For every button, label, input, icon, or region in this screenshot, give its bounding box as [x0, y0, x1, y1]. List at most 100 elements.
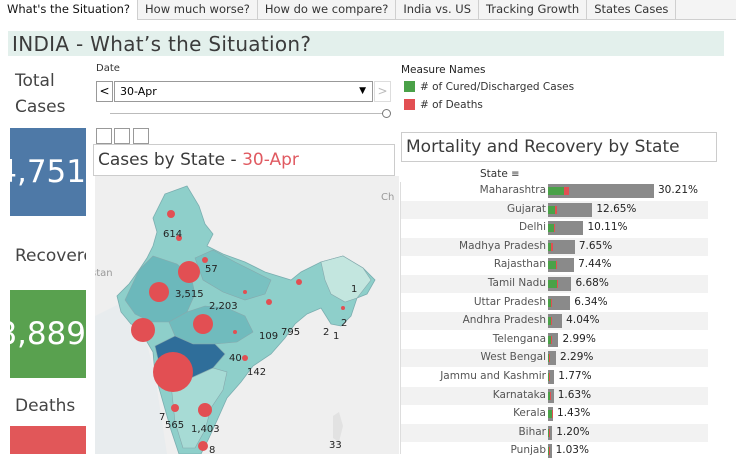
bar-cured-mark: [548, 205, 555, 214]
bar-row[interactable]: Jammu and Kashmir 1.77%: [401, 368, 708, 386]
bar-deaths-mark: [551, 317, 552, 326]
map-bubble: [233, 330, 237, 334]
bar-deaths-mark: [549, 428, 550, 437]
map-label: 1: [351, 284, 357, 295]
india-map[interactable]: 614 57 3,515 2,203 1 109 795 2 2 1 40 14…: [95, 176, 399, 454]
bar-row-state-name: West Bengal: [480, 351, 547, 364]
map-label: 40: [229, 353, 242, 364]
bar-mark: [548, 351, 557, 366]
bar-row[interactable]: Tamil Nadu 6.68%: [401, 275, 708, 293]
legend-label-deaths: # of Deaths: [420, 99, 483, 111]
bar-mark: [548, 221, 584, 236]
tab-india-vs-us[interactable]: India vs. US: [396, 0, 480, 19]
bar-total-mark: [548, 239, 575, 254]
map-water-edge: [95, 296, 167, 454]
bar-row-state-name: Bihar: [518, 425, 546, 438]
bar-cured-mark: [548, 428, 549, 437]
legend-swatch-deaths: [404, 99, 415, 110]
bar-row-state-name: Karnataka: [492, 388, 546, 401]
legend-item-deaths[interactable]: # of Deaths: [404, 99, 483, 111]
bar-row[interactable]: Bihar 1.20%: [401, 423, 708, 442]
bar-row[interactable]: Karnataka 1.63%: [401, 386, 708, 405]
map-label: 1,403: [191, 424, 220, 435]
map-bubble: [167, 210, 175, 218]
chart-divider: [400, 182, 401, 454]
bar-row-state-name: Tamil Nadu: [487, 277, 546, 289]
date-slider-track[interactable]: [110, 113, 386, 114]
bar-row[interactable]: Maharashtra 30.21%: [401, 182, 708, 200]
bar-total-mark: [548, 444, 552, 459]
bar-total-mark: [548, 295, 571, 310]
playback-back-button[interactable]: [96, 128, 112, 144]
legend-item-cured[interactable]: # of Cured/Discharged Cases: [404, 81, 574, 93]
legend-title: Measure Names: [401, 64, 486, 76]
bar-row-state-name: Kerala: [513, 407, 546, 420]
map-label: 2: [341, 318, 347, 329]
map-bubble: [202, 257, 208, 263]
bar-deaths-mark: [551, 335, 552, 344]
bar-data-label: 1.03%: [555, 444, 589, 457]
bar-data-label: 6.34%: [574, 295, 608, 308]
kpi-total-label-2: Cases: [15, 97, 66, 117]
kpi-total-cases-box: 34,751: [10, 128, 86, 216]
bar-row[interactable]: Punjab 1.03%: [401, 442, 708, 460]
bar-row[interactable]: Madhya Pradesh 7.65%: [401, 237, 708, 256]
map-label: 7: [159, 412, 165, 423]
map-label: 57: [205, 264, 218, 275]
map-sri-lanka: [333, 412, 343, 442]
bar-chart-title-text: Mortality and Recovery by State: [406, 137, 680, 157]
playback-pause-button[interactable]: [114, 128, 130, 144]
bar-deaths-mark: [551, 242, 553, 251]
bar-total-mark: [548, 332, 559, 347]
bar-mark: [548, 277, 572, 291]
tab-whats-the-situation[interactable]: What's the Situation?: [0, 0, 139, 20]
bar-mark: [548, 258, 575, 273]
map-bubble: [266, 299, 272, 305]
bar-row-state-name: Uttar Pradesh: [473, 295, 546, 308]
date-dropdown[interactable]: 30-Apr ▼: [114, 81, 373, 102]
map-bubble: [296, 279, 302, 285]
title-bar: INDIA - What’s the Situation?: [8, 31, 724, 56]
date-slider-handle[interactable]: [382, 109, 391, 118]
tab-tracking-growth[interactable]: Tracking Growth: [479, 0, 588, 19]
bar-row-state-name: Andhra Pradesh: [462, 314, 546, 327]
bar-row[interactable]: West Bengal 2.29%: [401, 349, 708, 368]
bar-row[interactable]: Andhra Pradesh 4.04%: [401, 312, 708, 331]
map-label: 565: [165, 420, 184, 431]
date-filter-label: Date: [96, 63, 120, 74]
playback-forward-button[interactable]: [133, 128, 149, 144]
map-bubble: [242, 355, 248, 361]
map-label: stan: [95, 268, 113, 279]
bar-total-mark: [548, 221, 584, 236]
bar-cured-mark: [548, 280, 558, 288]
bar-data-label: 2.99%: [562, 332, 596, 345]
map-label: 795: [281, 327, 300, 338]
map-label: 109: [259, 331, 278, 342]
bar-deaths-mark: [549, 447, 550, 456]
bar-mark: [548, 407, 554, 422]
bar-cured-mark: [548, 447, 549, 456]
state-column-header[interactable]: State ≡: [480, 168, 520, 180]
sort-icon[interactable]: ≡: [511, 169, 520, 180]
state-column-header-label: State: [480, 168, 508, 180]
date-prev-button[interactable]: <: [96, 81, 113, 102]
bar-total-mark: [548, 184, 654, 198]
date-next-button[interactable]: >: [374, 81, 391, 102]
bar-deaths-mark: [553, 224, 555, 233]
tab-how-much-worse[interactable]: How much worse?: [138, 0, 258, 19]
map-bubble: [198, 441, 208, 451]
bar-row[interactable]: Gujarat 12.65%: [401, 200, 708, 219]
bar-cured-mark: [548, 317, 552, 326]
bar-deaths-mark: [550, 391, 551, 400]
bar-row[interactable]: Telengana 2.99%: [401, 331, 708, 349]
bar-data-label: 6.68%: [575, 277, 609, 289]
bar-deaths-mark: [556, 261, 557, 270]
bar-cured-mark: [548, 373, 550, 381]
tab-states-cases[interactable]: States Cases: [587, 0, 677, 19]
bar-row[interactable]: Kerala 1.43%: [401, 405, 708, 423]
bar-row[interactable]: Uttar Pradesh 6.34%: [401, 294, 708, 312]
bar-row[interactable]: Delhi 10.11%: [401, 219, 708, 237]
bar-mark: [548, 332, 559, 347]
bar-row[interactable]: Rajasthan 7.44%: [401, 256, 708, 274]
tab-how-do-we-compare[interactable]: How do we compare?: [258, 0, 397, 19]
